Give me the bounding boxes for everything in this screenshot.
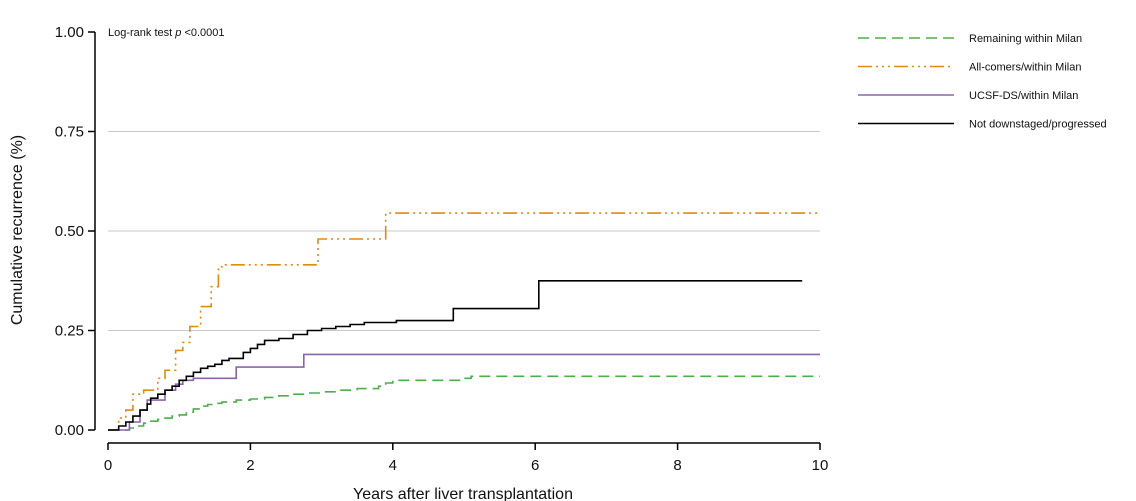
y-tick-label-1: 0.25 xyxy=(55,323,84,340)
series-line-1 xyxy=(108,212,820,431)
y-tick-label-2: 0.50 xyxy=(55,223,84,240)
series-line-2 xyxy=(108,353,820,431)
x-tick-label-4: 8 xyxy=(673,457,681,474)
axes: 0.00 0.25 0.50 0.75 1.00 0 2 4 6 8 10 xyxy=(55,24,829,474)
y-tick-label-4: 1.00 xyxy=(55,24,84,41)
legend-label-2: UCSF-DS/within Milan xyxy=(969,90,1078,102)
x-tick-label-0: 0 xyxy=(104,457,112,474)
legend-label-1: All-comers/within Milan xyxy=(969,62,1081,74)
x-tick-label-2: 4 xyxy=(389,457,397,474)
x-axis-title: Years after liver transplantation xyxy=(353,486,573,501)
y-tick-label-3: 0.75 xyxy=(55,124,84,141)
annotation-suffix: <0.0001 xyxy=(181,27,224,39)
legend-label-0: Remaining within Milan xyxy=(969,33,1082,45)
series-line-0 xyxy=(108,375,820,431)
annotation-prefix: Log-rank test xyxy=(108,27,175,39)
y-axis-title: Cumulative recurrence (%) xyxy=(9,135,26,325)
legend: Remaining within Milan All-comers/within … xyxy=(858,33,1107,131)
series-lines xyxy=(108,212,820,431)
x-tick-label-3: 6 xyxy=(531,457,539,474)
log-rank-annotation: Log-rank test p <0.0001 xyxy=(108,27,225,39)
x-tick-label-5: 10 xyxy=(812,457,829,474)
annotation-p: p xyxy=(174,27,181,39)
series-line-3 xyxy=(108,280,803,431)
gridlines xyxy=(108,131,820,331)
legend-label-3: Not downstaged/progressed xyxy=(969,119,1107,131)
x-tick-label-1: 2 xyxy=(246,457,254,474)
y-tick-label-0: 0.00 xyxy=(55,422,84,439)
